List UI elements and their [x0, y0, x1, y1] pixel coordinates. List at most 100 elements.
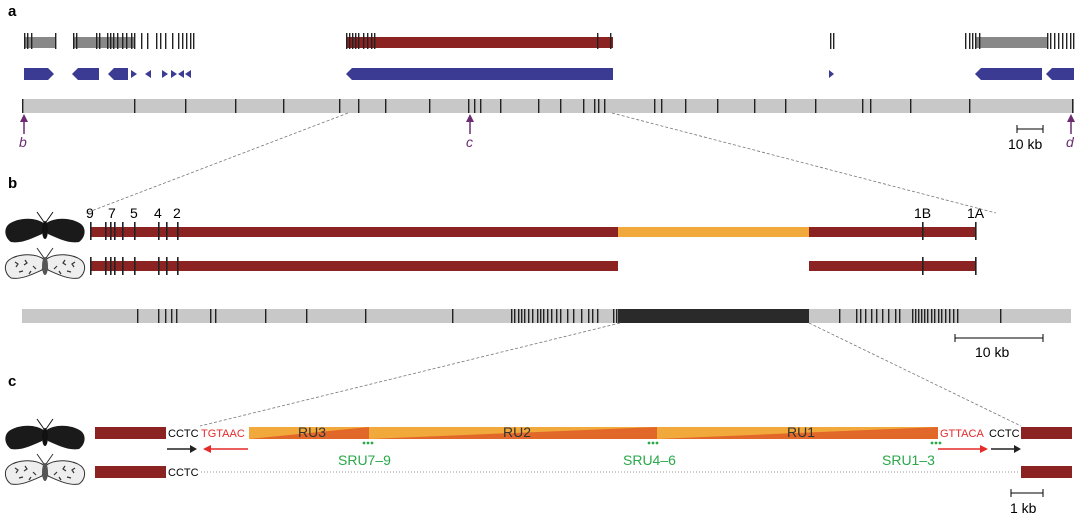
snp-tick — [583, 99, 585, 113]
exon-mark — [158, 222, 160, 240]
panel-a-scale-bar: 10 kb — [1008, 125, 1044, 152]
marker-c-arrowhead-icon — [466, 114, 474, 122]
snp-tick — [365, 309, 367, 323]
exon-mark — [31, 33, 33, 49]
exon-mark — [165, 33, 167, 49]
snp-tick — [158, 309, 160, 323]
snp-tick — [540, 309, 542, 323]
panel-label-a: a — [8, 3, 17, 20]
snp-tick — [306, 309, 308, 323]
exon-mark — [979, 33, 981, 49]
snp-tick — [547, 309, 549, 323]
exon-mark — [131, 33, 133, 49]
exon-mark — [969, 33, 971, 49]
exon-label-9: 9 — [86, 205, 94, 221]
moth-carbonaria-icon — [5, 211, 85, 243]
exon-mark — [158, 257, 160, 275]
panel-label-c: c — [8, 373, 16, 390]
exon-mark — [160, 33, 162, 49]
carbonaria-gene-left — [90, 227, 618, 237]
moth-carbonaria-icon — [5, 418, 85, 450]
snp-tick — [429, 99, 431, 113]
exon-mark — [114, 222, 116, 240]
exon-mark — [105, 222, 107, 240]
transposon-insertion — [618, 227, 809, 237]
snp-tick — [358, 99, 360, 113]
exon-label-1b: 1B — [914, 205, 931, 221]
exon-mark — [156, 33, 158, 49]
repeat-unit-ru3-label: RU3 — [298, 424, 326, 440]
seq-cctc-typica: CCTC — [168, 467, 199, 479]
snp-tick — [604, 99, 606, 113]
exon-mark — [367, 33, 369, 49]
panel-a-snp-ticks — [22, 99, 1074, 113]
snp-tick — [567, 309, 569, 323]
exon-mark — [1066, 33, 1068, 49]
snp-tick — [518, 309, 520, 323]
exon-mark — [1054, 33, 1056, 49]
snp-tick — [532, 309, 534, 323]
snp-tick — [339, 99, 341, 113]
gene-arrow-left — [145, 70, 151, 78]
sru-markers — [362, 441, 942, 445]
exon-mark — [182, 33, 184, 49]
carbonaria-gene-right — [809, 227, 975, 237]
exon-mark — [141, 33, 143, 49]
gene-block — [975, 37, 1047, 48]
gene-arrow-right — [162, 70, 168, 78]
exon-label-7: 7 — [108, 205, 116, 221]
exon-mark — [1050, 33, 1052, 49]
snp-tick — [969, 99, 971, 113]
gene-arrow-left — [185, 70, 191, 78]
marker-b-arrowhead-icon — [20, 114, 28, 122]
exon-mark — [975, 257, 977, 275]
snp-tick — [921, 309, 923, 323]
snp-tick — [915, 309, 917, 323]
gene-arrow-left — [108, 68, 128, 80]
exon-mark — [24, 33, 26, 49]
snp-tick — [514, 309, 516, 323]
exon-mark — [922, 222, 924, 240]
exon-mark — [1058, 33, 1060, 49]
snp-tick — [870, 99, 872, 113]
scale-label-10kb-a: 10 kb — [1008, 136, 1042, 152]
exon-mark — [126, 33, 128, 49]
snp-tick — [594, 99, 596, 113]
exon-mark — [134, 33, 136, 49]
snp-tick — [560, 309, 562, 323]
sru-label-1-3: SRU1–3 — [882, 452, 935, 468]
exon-mark — [90, 257, 92, 275]
panel-a-gene-track — [24, 33, 1075, 49]
snp-tick — [685, 99, 687, 113]
exon-mark — [177, 257, 179, 275]
exon-mark — [349, 33, 351, 49]
snp-tick — [895, 309, 897, 323]
snp-tick — [815, 99, 817, 113]
exon-mark — [113, 33, 115, 49]
snp-tick — [588, 309, 590, 323]
marker-d-arrowhead-icon — [1067, 114, 1075, 122]
gene-exon-marks — [24, 33, 1075, 49]
exon-mark — [105, 257, 107, 275]
panel-b-chromosome-bar — [22, 309, 1071, 323]
snp-tick — [538, 99, 540, 113]
snp-tick — [661, 99, 663, 113]
exon-mark — [27, 33, 29, 49]
exon-mark — [975, 222, 977, 240]
exon-mark — [358, 33, 360, 49]
panel-a-chromosome-bar — [22, 99, 1074, 113]
gene-block — [24, 37, 56, 48]
exon-label-5: 5 — [130, 205, 138, 221]
exon-mark — [96, 33, 98, 49]
exon-mark — [55, 33, 57, 49]
snp-tick — [862, 99, 864, 113]
cortex-arrow-left — [346, 68, 613, 80]
scale-label-1kb: 1 kb — [1010, 500, 1037, 516]
exon-label-4: 4 — [154, 205, 162, 221]
snp-tick — [882, 309, 884, 323]
panel-label-b: b — [8, 175, 17, 192]
snp-tick — [551, 309, 553, 323]
exon-mark — [134, 222, 136, 240]
snp-tick — [953, 309, 955, 323]
